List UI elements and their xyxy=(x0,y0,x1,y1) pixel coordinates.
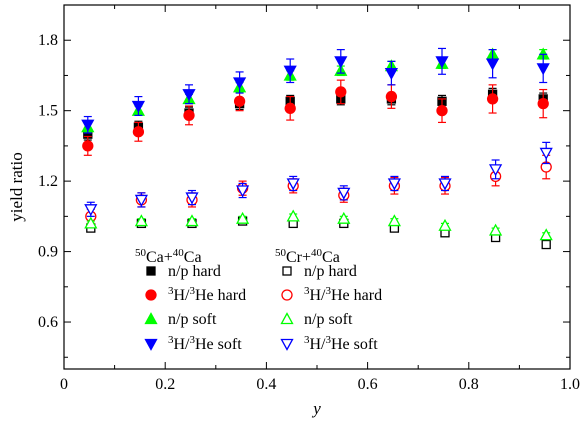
x-tick-label: 0.6 xyxy=(358,376,378,393)
data-point xyxy=(185,214,199,227)
data-point xyxy=(84,204,98,217)
series-cr-7 xyxy=(84,141,553,217)
legend-marker xyxy=(144,338,158,351)
data-point xyxy=(337,211,351,224)
series-ca-3 xyxy=(81,47,550,134)
data-point xyxy=(337,187,351,200)
data-point xyxy=(82,140,94,152)
series-ca-2 xyxy=(81,47,550,133)
y-axis-label: yield ratio xyxy=(7,152,26,221)
x-tick-label: 0 xyxy=(60,376,68,393)
data-point xyxy=(131,100,145,113)
x-axis-label: y xyxy=(311,399,321,418)
data-point xyxy=(81,119,95,132)
series-cr-5 xyxy=(85,154,552,224)
series-ca-1 xyxy=(82,79,549,156)
legend-group-title: 50Cr+40Ca xyxy=(275,247,340,266)
data-point xyxy=(489,164,503,177)
data-point xyxy=(233,77,247,90)
data-point xyxy=(438,178,452,191)
legend-marker xyxy=(282,266,292,276)
legend-label: n/p hard xyxy=(304,263,357,280)
legend-marker xyxy=(280,312,294,325)
legend-label: n/p hard xyxy=(168,263,221,280)
data-point xyxy=(435,56,449,69)
data-point xyxy=(486,58,500,71)
data-point xyxy=(134,214,148,227)
data-point xyxy=(385,90,398,103)
data-point xyxy=(236,185,250,198)
data-point xyxy=(486,93,499,105)
x-tick-label: 0.8 xyxy=(459,376,479,393)
data-point xyxy=(387,178,401,191)
data-point xyxy=(335,86,347,98)
data-point xyxy=(489,223,503,236)
legend-label: 3H/3He hard xyxy=(304,285,382,304)
legend-label: 3H/3He soft xyxy=(168,334,242,353)
data-point xyxy=(436,105,448,117)
y-tick-label: 1.5 xyxy=(38,103,58,120)
legend-marker xyxy=(144,312,158,325)
legend-group-title: 50Ca+40Ca xyxy=(135,247,202,266)
axis-tick-labels: 0 0.2 0.4 0.6 0.8 1.0 0.6 0.9 1.2 1.5 1.8 xyxy=(38,32,580,393)
y-tick-label: 0.9 xyxy=(38,244,58,261)
data-point xyxy=(539,228,553,241)
y-tick-label: 1.8 xyxy=(38,32,58,49)
data-point xyxy=(334,56,348,69)
data-series xyxy=(81,47,553,250)
data-point xyxy=(384,67,398,80)
y-tick-label: 1.2 xyxy=(38,173,58,190)
y-tick-label: 0.6 xyxy=(38,314,58,331)
data-point xyxy=(233,95,246,107)
data-point xyxy=(286,178,300,191)
data-point xyxy=(182,89,196,102)
data-point xyxy=(537,97,549,110)
legend-marker xyxy=(281,289,293,301)
series-ca-0 xyxy=(83,87,548,141)
legend-label: 3H/3He hard xyxy=(168,285,246,304)
series-cr-6 xyxy=(84,209,553,241)
data-point xyxy=(286,209,300,222)
data-point xyxy=(283,65,297,78)
legend-label: 3H/3He soft xyxy=(304,334,378,353)
data-point xyxy=(134,194,148,207)
legend-marker xyxy=(280,338,294,351)
x-tick-label: 1.0 xyxy=(560,376,580,393)
data-point xyxy=(536,63,550,76)
data-point xyxy=(132,126,145,138)
data-point xyxy=(539,147,553,160)
data-point xyxy=(284,102,296,114)
data-point xyxy=(438,218,452,231)
series-cr-4 xyxy=(86,216,551,250)
legend-marker xyxy=(145,289,157,301)
data-point xyxy=(183,109,195,122)
axis-ticks xyxy=(63,4,571,369)
legend-label: n/p soft xyxy=(304,311,353,328)
x-tick-label: 0.4 xyxy=(256,376,276,393)
legend-label: n/p soft xyxy=(168,311,217,328)
legend-marker xyxy=(146,266,156,276)
data-point xyxy=(84,216,98,229)
x-tick-label: 0.2 xyxy=(155,376,175,393)
data-point xyxy=(387,214,401,227)
data-point xyxy=(541,239,551,250)
data-point xyxy=(236,211,250,224)
data-point xyxy=(185,192,199,205)
